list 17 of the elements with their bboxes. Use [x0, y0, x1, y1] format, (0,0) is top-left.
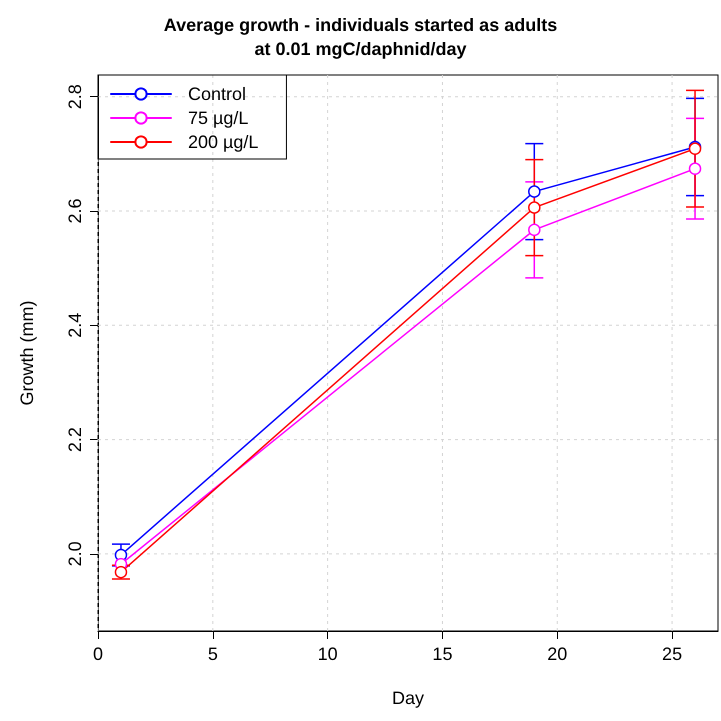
- y-axis-title: Growth (mm): [17, 300, 37, 406]
- chart-title: Average growth - individuals started as adults at 0.01 mgC/daphnid/day: [164, 15, 558, 59]
- x-tick-label: 25: [662, 644, 682, 664]
- x-tick-label: 20: [547, 644, 568, 664]
- x-tick-label: 10: [318, 644, 338, 664]
- legend-label: Control: [188, 84, 246, 104]
- y-tick-label: 2.4: [65, 312, 85, 338]
- x-axis-title: Day: [392, 688, 424, 708]
- x-tick-label: 0: [92, 644, 104, 664]
- y-tick-label: 2.6: [65, 198, 85, 224]
- legend-label: 75 µg/L: [188, 108, 248, 128]
- x-tick-label: 15: [432, 644, 452, 664]
- y-tick-label: 2.0: [65, 541, 85, 566]
- x-tick-label: 5: [208, 644, 218, 664]
- y-tick-label: 2.2: [65, 427, 85, 452]
- legend-label: 200 µg/L: [188, 132, 258, 152]
- y-tick-label: 2.8: [65, 84, 85, 110]
